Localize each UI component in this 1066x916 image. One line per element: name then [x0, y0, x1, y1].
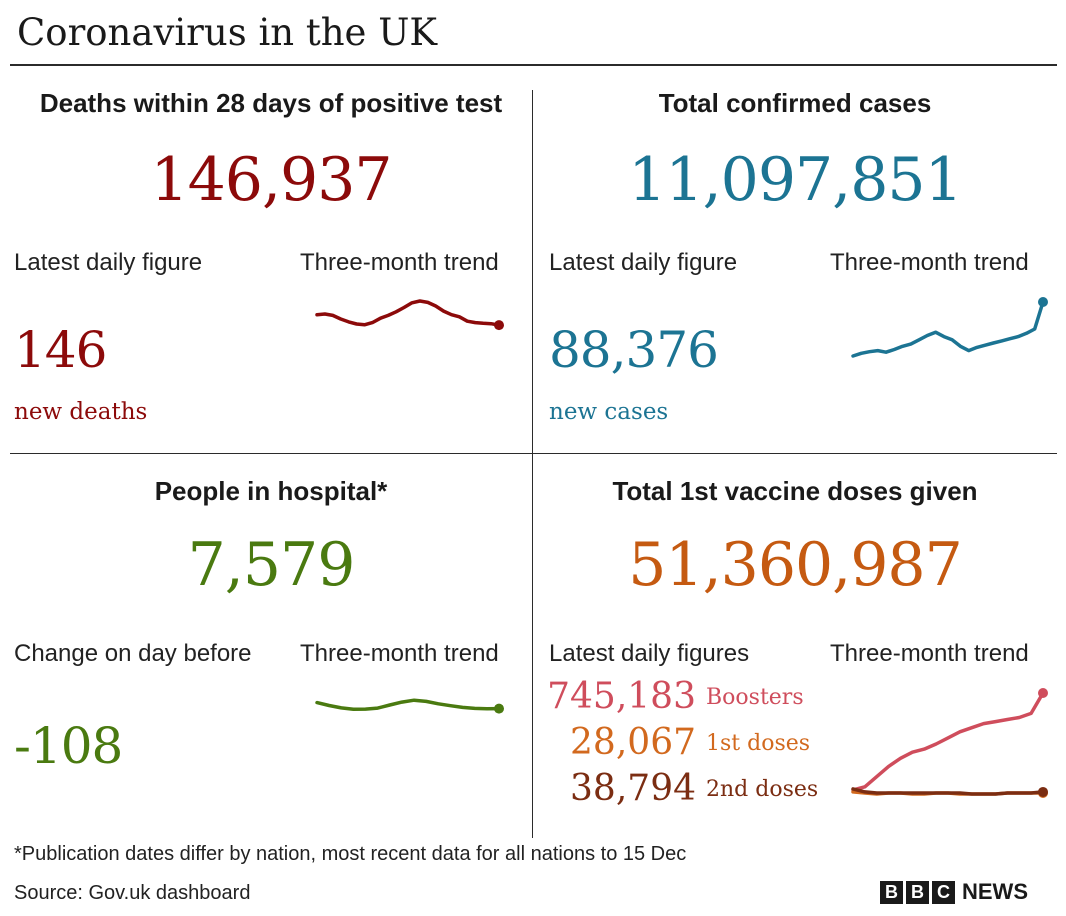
second-doses-trend-line: [851, 787, 1045, 796]
deaths-trend-end-point: [494, 320, 504, 331]
deaths-latest-label: Latest daily figure: [14, 249, 203, 276]
deaths-trend-label: Three-month trend: [300, 249, 499, 276]
hospital-trend-label: Three-month trend: [300, 640, 499, 667]
footnote: *Publication dates differ by nation, mos…: [14, 843, 687, 865]
cases-trend-end-point: [1038, 297, 1048, 307]
boosters-trend-end-point: [1038, 688, 1048, 698]
cases-total: 11,097,851: [628, 145, 963, 215]
deaths-trend-line: [315, 299, 501, 327]
second-doses-trend-end-point: [1038, 786, 1048, 797]
vaccine-latest-label: Latest daily figures: [549, 640, 750, 667]
logo-word: NEWS: [962, 879, 1028, 904]
vaccine-trend-chart: [851, 688, 1048, 798]
hospital-change-label: Change on day before: [14, 640, 252, 667]
deaths-trend-chart: [315, 299, 504, 331]
first-doses-label: 1st doses: [706, 731, 811, 756]
deaths-total: 146,937: [150, 145, 392, 215]
logo-letter: C: [932, 880, 955, 904]
hospital-trend-end-point: [494, 703, 504, 714]
title-rule: [10, 64, 1057, 66]
cases-latest-value: 88,376: [549, 321, 719, 379]
hospital-trend-line: [315, 698, 501, 712]
second-doses-value: 38,794: [570, 768, 696, 809]
cases-heading: Total confirmed cases: [658, 88, 932, 118]
deaths-latest-sub: new deaths: [14, 399, 148, 425]
source-note: Source: Gov.uk dashboard: [14, 882, 251, 904]
hospital-total: 7,579: [187, 530, 356, 600]
deaths-latest-value: 146: [14, 321, 107, 379]
hospital-heading: People in hospital*: [154, 476, 388, 506]
logo-letter: B: [906, 880, 929, 904]
boosters-label: Boosters: [706, 685, 804, 710]
boosters-trend-line: [851, 691, 1045, 792]
cases-latest-label: Latest daily figure: [549, 249, 738, 276]
first-doses-value: 28,067: [570, 722, 696, 763]
hospital-trend-chart: [315, 698, 504, 714]
second-doses-label: 2nd doses: [706, 777, 819, 802]
vaccine-heading: Total 1st vaccine doses given: [612, 476, 978, 506]
boosters-value: 745,183: [547, 676, 696, 717]
logo-letter: B: [880, 880, 903, 904]
vaccine-trend-label: Three-month trend: [830, 640, 1029, 667]
cases-latest-sub: new cases: [549, 399, 669, 425]
page-title: Coronavirus in the UK: [17, 11, 438, 54]
vertical-divider: [532, 90, 533, 838]
vaccine-total: 51,360,987: [628, 530, 963, 600]
cases-trend-chart: [851, 297, 1048, 358]
deaths-heading: Deaths within 28 days of positive test: [39, 88, 503, 118]
hospital-change-value: -108: [14, 717, 123, 775]
horizontal-divider: [10, 453, 1057, 454]
cases-trend-label: Three-month trend: [830, 249, 1029, 276]
bbc-news-logo: B B C NEWS: [880, 879, 1028, 904]
cases-trend-line: [851, 300, 1045, 358]
